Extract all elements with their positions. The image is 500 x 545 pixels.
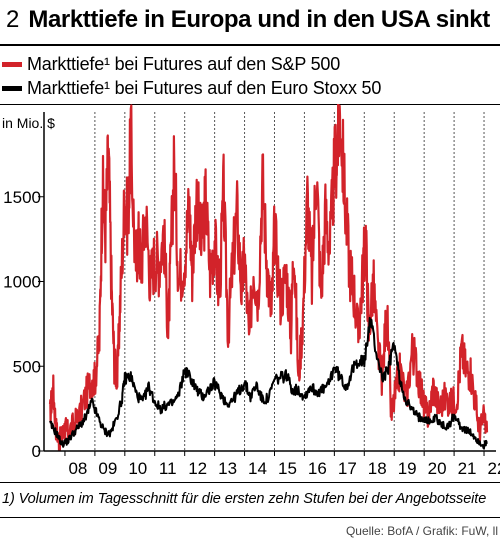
- legend: Markttiefe¹ bei Futures auf den S&P 500 …: [0, 52, 381, 100]
- axes: 0 500 1000 1500 08 09 10 11 12 13 14 15 16 17 18 19 20 21…: [3, 112, 500, 478]
- y-tick-label: 500: [13, 357, 41, 376]
- series-lines: [48, 104, 489, 452]
- x-tick-label: 09: [98, 459, 117, 478]
- x-tick-label: 10: [128, 459, 147, 478]
- x-tick-label: 12: [188, 459, 207, 478]
- x-tick-label: 17: [338, 459, 357, 478]
- title-divider: [0, 44, 500, 46]
- legend-divider: [0, 104, 500, 105]
- x-tick-label: 22: [488, 459, 500, 478]
- chart-title: Markttiefe in Europa und in den USA sink…: [28, 6, 490, 33]
- chart-title-row: 2 Markttiefe in Europa und in den USA si…: [6, 6, 490, 42]
- footnote: 1) Volumen im Tagesschnitt für die erste…: [2, 491, 487, 507]
- legend-swatch-eurostoxx: [2, 85, 22, 91]
- figure-number: 2: [6, 6, 20, 33]
- legend-item-eurostoxx: Markttiefe¹ bei Futures auf den Euro Sto…: [0, 76, 381, 100]
- x-tick-label: 16: [308, 459, 327, 478]
- legend-swatch-sp500: [2, 61, 22, 67]
- legend-label-eurostoxx: Markttiefe¹ bei Futures auf den Euro Sto…: [27, 77, 382, 98]
- x-tick-label: 19: [398, 459, 417, 478]
- x-tick-label: 11: [159, 459, 177, 478]
- y-axis-label: in Mio. $: [2, 115, 55, 131]
- y-tick-label: 0: [32, 442, 41, 461]
- x-tick-label: 13: [218, 459, 237, 478]
- x-tick-label: 08: [68, 459, 87, 478]
- x-tick-label: 15: [278, 459, 297, 478]
- x-tick-label: 20: [428, 459, 447, 478]
- series-line-sp500: [48, 104, 489, 452]
- source-divider: [0, 517, 500, 518]
- source-credit: Quelle: BofA / Grafik: FuW, ll: [345, 524, 498, 538]
- footnote-divider: [0, 482, 500, 483]
- y-tick-label: 1000: [3, 273, 41, 292]
- x-tick-label: 14: [248, 459, 267, 478]
- legend-label-sp500: Markttiefe¹ bei Futures auf den S&P 500: [27, 53, 341, 74]
- series-line-eurostoxx: [49, 316, 488, 450]
- x-tick-label: 21: [458, 459, 477, 478]
- x-tick-label: 18: [368, 459, 387, 478]
- line-chart: 0 500 1000 1500 08 09 10 11 12 13 14 15 16 17 18 19 20 21…: [2, 104, 500, 478]
- y-tick-label: 1500: [3, 188, 41, 207]
- legend-item-sp500: Markttiefe¹ bei Futures auf den S&P 500: [0, 52, 381, 76]
